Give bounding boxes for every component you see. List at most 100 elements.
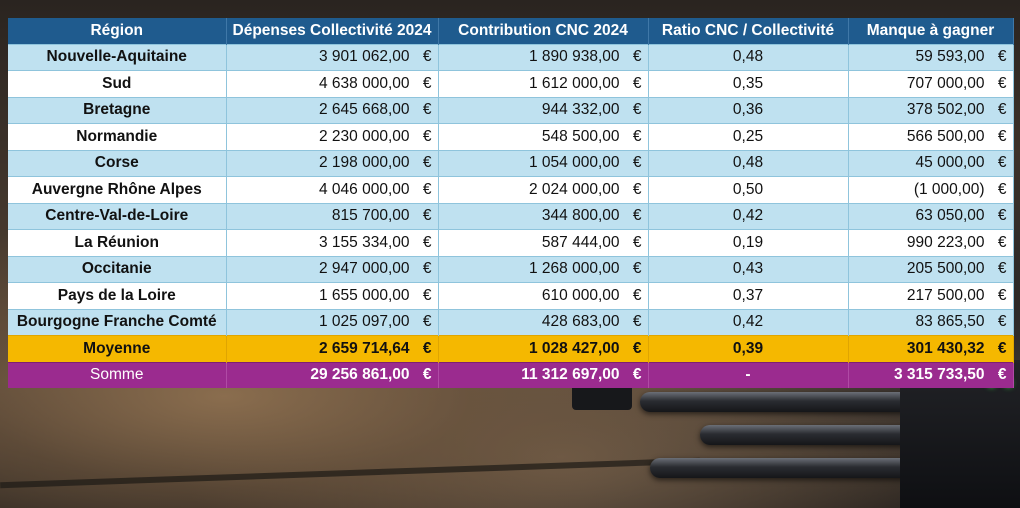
table-row: Corse 2 198 000,00 €1 054 000,00 €0,48 45 00…: [8, 149, 1014, 177]
cell-manque: 205 500,00 €: [848, 255, 1014, 283]
cell-region: Nouvelle-Aquitaine: [8, 43, 227, 71]
cell-depenses: 1 025 097,00 €: [226, 308, 439, 336]
cell-ratio: 0,48: [648, 149, 849, 177]
cell-depenses-value: 2 645 668,00: [318, 101, 410, 119]
cell-depenses-value: 1 655 000,00: [318, 286, 410, 304]
cell-contribution-value: 1 028 427,00: [528, 339, 620, 357]
currency-symbol: €: [997, 74, 1007, 92]
cell-ratio: 0,50: [648, 176, 849, 203]
cell-depenses: 2 230 000,00 €: [226, 123, 439, 150]
cell-manque: (1 000,00) €: [848, 176, 1014, 203]
cell-manque-value: 707 000,00: [906, 74, 985, 92]
cell-contribution: 1 612 000,00 €: [438, 70, 649, 97]
cell-manque: 59 593,00 €: [848, 43, 1014, 71]
cell-depenses-value: 2 198 000,00: [318, 154, 410, 172]
currency-symbol: €: [632, 127, 642, 145]
currency-symbol: €: [632, 74, 642, 92]
currency-symbol: €: [422, 154, 432, 172]
cell-manque: 990 223,00 €: [848, 229, 1014, 256]
currency-symbol: €: [422, 74, 432, 92]
cell-contribution: 944 332,00 €: [438, 96, 649, 124]
currency-symbol: €: [632, 154, 642, 172]
currency-symbol: €: [997, 154, 1007, 172]
cell-manque-value: 990 223,00: [906, 233, 985, 251]
currency-symbol: €: [632, 366, 642, 384]
cell-region: Centre-Val-de-Loire: [8, 202, 227, 230]
cell-manque-value: 45 000,00: [915, 154, 985, 172]
currency-symbol: €: [997, 313, 1007, 331]
cell-manque: 378 502,00 €: [848, 96, 1014, 124]
table-row: Pays de la Loire 1 655 000,00 €610 000,00 €…: [8, 282, 1014, 309]
currency-symbol: €: [422, 260, 432, 278]
cell-ratio: 0,19: [648, 229, 849, 256]
cell-manque: 63 050,00 €: [848, 202, 1014, 230]
cell-ratio: 0,25: [648, 123, 849, 150]
currency-symbol: €: [632, 233, 642, 251]
cell-manque-value: 3 315 733,50: [893, 366, 985, 384]
currency-symbol: €: [422, 339, 432, 357]
cell-depenses: 815 700,00 €: [226, 202, 439, 230]
cell-depenses-value: 2 230 000,00: [318, 127, 410, 145]
header-contribution: Contribution CNC 2024: [438, 18, 649, 44]
cell-region: Somme: [8, 361, 227, 388]
cell-region: Moyenne: [8, 335, 227, 362]
cell-depenses-value: 2 659 714,64: [318, 339, 410, 357]
cell-depenses-value: 3 901 062,00: [318, 48, 410, 66]
header-depenses: Dépenses Collectivité 2024: [226, 18, 439, 44]
table-row: La Réunion 3 155 334,00 €587 444,00 €0,19 99…: [8, 229, 1014, 256]
currency-symbol: €: [422, 233, 432, 251]
cell-depenses-value: 4 046 000,00: [318, 180, 410, 198]
header-region: Région: [8, 18, 227, 44]
cell-region: La Réunion: [8, 229, 227, 256]
camera-rod: [640, 392, 940, 412]
cell-depenses: 29 256 861,00 €: [226, 361, 439, 388]
cell-contribution: 1 268 000,00 €: [438, 255, 649, 283]
moyenne-row: Moyenne 2 659 714,64 €1 028 427,00 €0,39 301…: [8, 335, 1014, 362]
currency-symbol: €: [997, 207, 1007, 225]
currency-symbol: €: [997, 339, 1007, 357]
currency-symbol: €: [997, 180, 1007, 198]
table-row: Auvergne Rhône Alpes 4 046 000,00 €2 024 0…: [8, 176, 1014, 203]
cell-contribution-value: 1 268 000,00: [528, 260, 620, 278]
cell-depenses: 3 155 334,00 €: [226, 229, 439, 256]
currency-symbol: €: [997, 366, 1007, 384]
cell-depenses-value: 29 256 861,00: [310, 366, 410, 384]
currency-symbol: €: [632, 286, 642, 304]
cell-manque: 707 000,00 €: [848, 70, 1014, 97]
currency-symbol: €: [422, 101, 432, 119]
cell-contribution: 1 028 427,00 €: [438, 335, 649, 362]
currency-symbol: €: [997, 260, 1007, 278]
table-body: Nouvelle-Aquitaine 3 901 062,00 €1 890 938…: [8, 43, 1014, 388]
cell-contribution-value: 1 054 000,00: [528, 154, 620, 172]
cell-depenses-value: 2 947 000,00: [318, 260, 410, 278]
cell-manque-value: 217 500,00: [906, 286, 985, 304]
currency-symbol: €: [422, 207, 432, 225]
cell-manque-value: 63 050,00: [915, 207, 985, 225]
table-row: Bretagne 2 645 668,00 €944 332,00 €0,36 378 …: [8, 96, 1014, 124]
currency-symbol: €: [632, 48, 642, 66]
currency-symbol: €: [632, 101, 642, 119]
cell-region: Pays de la Loire: [8, 282, 227, 309]
cell-manque: 301 430,32 €: [848, 335, 1014, 362]
currency-symbol: €: [422, 366, 432, 384]
currency-symbol: €: [422, 180, 432, 198]
cell-contribution-value: 2 024 000,00: [528, 180, 620, 198]
currency-symbol: €: [997, 286, 1007, 304]
cell-contribution-value: 428 683,00: [541, 313, 620, 331]
cell-manque: 3 315 733,50 €: [848, 361, 1014, 388]
cell-manque: 217 500,00 €: [848, 282, 1014, 309]
header-ratio: Ratio CNC / Collectivité: [648, 18, 849, 44]
cell-region: Occitanie: [8, 255, 227, 283]
currency-symbol: €: [997, 127, 1007, 145]
cell-contribution-value: 587 444,00: [541, 233, 620, 251]
cell-region: Bretagne: [8, 96, 227, 124]
cell-depenses-value: 3 155 334,00: [318, 233, 410, 251]
cell-region: Bourgogne Franche Comté: [8, 308, 227, 336]
table-row: Centre-Val-de-Loire 815 700,00 €344 800,00…: [8, 202, 1014, 230]
cell-contribution-value: 610 000,00: [541, 286, 620, 304]
cell-ratio: 0,37: [648, 282, 849, 309]
cell-contribution: 587 444,00 €: [438, 229, 649, 256]
currency-symbol: €: [632, 260, 642, 278]
cell-region: Auvergne Rhône Alpes: [8, 176, 227, 203]
cell-contribution: 1 890 938,00 €: [438, 43, 649, 71]
